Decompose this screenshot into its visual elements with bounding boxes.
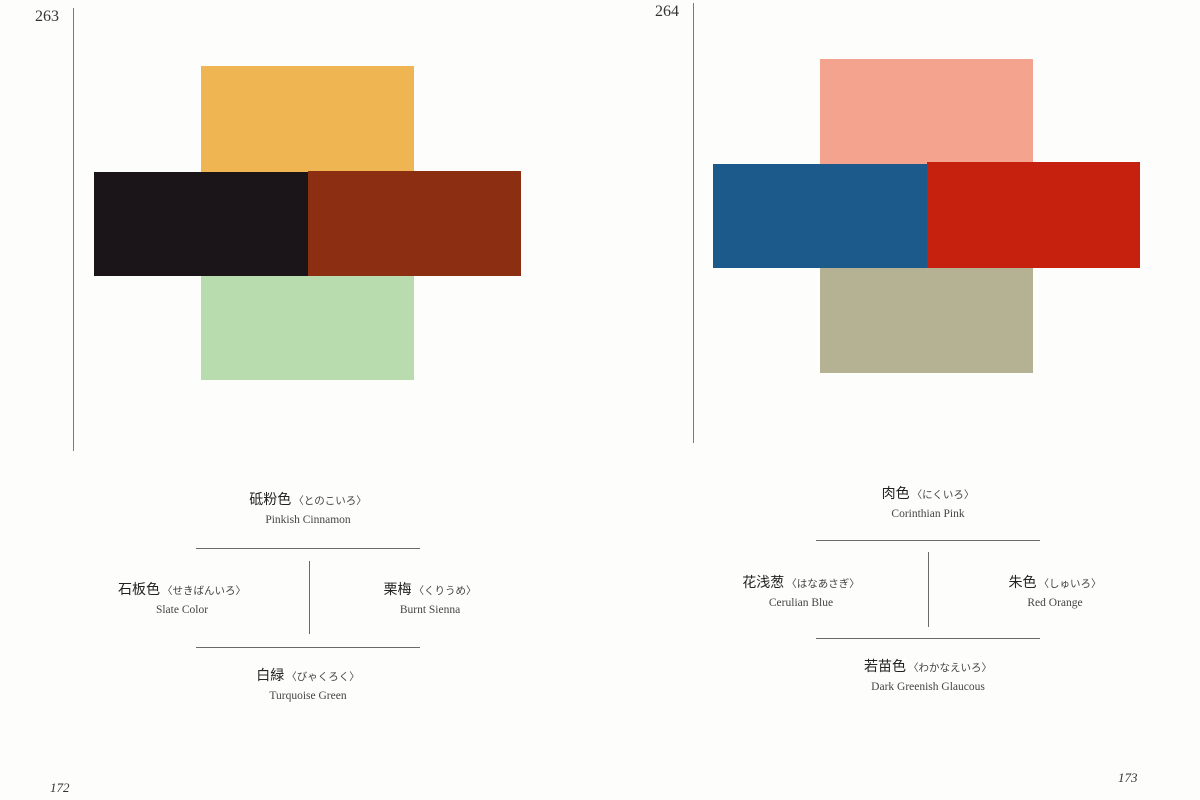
color-name-en: Corinthian Pink (891, 508, 965, 520)
swatch-top (820, 59, 1033, 164)
color-label-left: 石板色 〈せきばんいろ〉 Slate Color (82, 579, 282, 616)
color-label-left: 花浅葱 〈はなあさぎ〉 Cerulian Blue (701, 572, 901, 609)
color-label-right: 朱色 〈しゅいろ〉 Red Orange (955, 572, 1155, 609)
color-label-bottom: 若苗色 〈わかなえいろ〉 Dark Greenish Glaucous (818, 656, 1038, 693)
color-name-kana: 〈くりうめ〉 (413, 585, 477, 597)
margin-rule (73, 8, 74, 451)
divider-top (816, 540, 1040, 541)
divider-top (196, 548, 420, 549)
page-folio: 173 (1118, 770, 1138, 785)
color-label-top: 砥粉色 〈とのこいろ〉 Pinkish Cinnamon (208, 489, 408, 526)
color-name-en: Burnt Sienna (399, 604, 461, 616)
divider-bottom (196, 647, 420, 648)
divider-middle (928, 552, 929, 627)
color-label-bottom: 白緑 〈びゃくろく〉 Turquoise Green (208, 665, 408, 702)
color-name-jp: 若苗色 (864, 659, 906, 675)
left-page: 263 砥粉色 〈とのこいろ〉 Pinkish Cinnamon 石板色 〈せきばん… (35, 8, 530, 795)
color-name-jp: 砥粉色 (249, 492, 292, 508)
color-name-kana: 〈わかなえいろ〉 (908, 662, 992, 674)
color-name-en: Cerulian Blue (768, 597, 834, 609)
color-name-jp: 朱色 (1008, 575, 1037, 591)
color-name-en: Pinkish Cinnamon (265, 514, 351, 526)
color-label-top: 肉色 〈にくいろ〉 Corinthian Pink (828, 483, 1028, 520)
color-name-kana: 〈にくいろ〉 (911, 489, 975, 501)
color-label-right: 栗梅 〈くりうめ〉 Burnt Sienna (330, 579, 530, 616)
swatch-right (308, 171, 521, 276)
swatch-left (94, 172, 308, 276)
margin-rule (693, 3, 694, 443)
plate-number: 264 (655, 3, 679, 20)
swatch-bottom (201, 276, 414, 380)
right-page: 264 肉色 〈にくいろ〉 Corinthian Pink 花浅葱 〈はなあさぎ〉 … (600, 0, 1200, 800)
swatch-top (201, 66, 414, 172)
swatch-bottom (820, 268, 1033, 373)
color-name-kana: 〈とのこいろ〉 (293, 495, 367, 507)
color-name-en: Turquoise Green (269, 690, 347, 702)
color-name-kana: 〈しゅいろ〉 (1038, 578, 1102, 590)
plate-number: 263 (35, 8, 59, 25)
color-name-jp: 栗梅 (383, 582, 412, 598)
color-name-jp: 花浅葱 (742, 575, 785, 591)
color-name-jp: 白緑 (256, 668, 285, 684)
page-folio: 172 (50, 780, 70, 795)
color-name-en: Red Orange (1027, 597, 1083, 609)
swatch-left (713, 164, 927, 268)
color-name-en: Dark Greenish Glaucous (871, 681, 985, 693)
color-name-en: Slate Color (155, 604, 209, 616)
color-name-kana: 〈はなあさぎ〉 (786, 578, 860, 590)
swatch-right (927, 162, 1140, 268)
color-name-jp: 肉色 (881, 486, 910, 502)
color-name-jp: 石板色 (118, 582, 160, 598)
divider-bottom (816, 638, 1040, 639)
divider-middle (309, 561, 310, 634)
color-name-kana: 〈せきばんいろ〉 (162, 585, 246, 597)
color-name-kana: 〈びゃくろく〉 (286, 671, 360, 683)
